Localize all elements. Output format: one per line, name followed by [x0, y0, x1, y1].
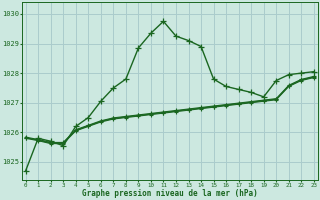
X-axis label: Graphe pression niveau de la mer (hPa): Graphe pression niveau de la mer (hPa) [82, 189, 258, 198]
